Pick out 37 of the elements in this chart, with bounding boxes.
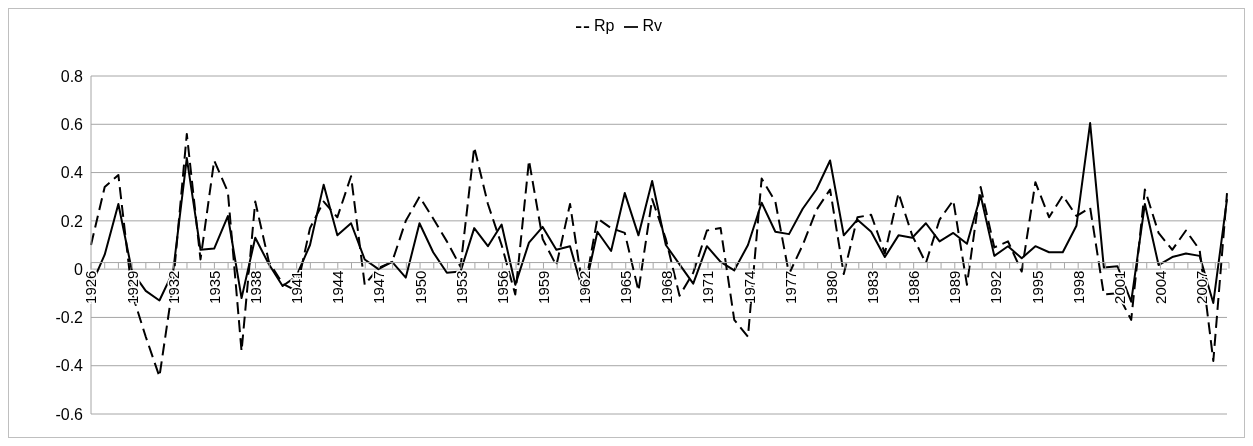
legend-label: Rp (593, 17, 615, 34)
y-tick-label: 0.8 (60, 67, 84, 85)
x-tick-label: 1992 (987, 270, 1005, 304)
x-tick-label: 1944 (329, 270, 347, 304)
x-tick-label: 1956 (493, 270, 511, 304)
x-tick-label: 1926 (82, 270, 100, 304)
x-tick-label: 1962 (576, 270, 594, 304)
x-tick-label: 1941 (288, 270, 306, 304)
x-tick-label: 1971 (699, 270, 717, 304)
x-tick-label: 2007 (1193, 270, 1211, 304)
x-tick-label: 1980 (822, 270, 840, 304)
x-tick-label: 1986 (905, 270, 923, 304)
x-tick-label: 1968 (658, 270, 676, 304)
x-tick-label: 1995 (1028, 270, 1046, 304)
y-tick-label: -0.4 (55, 357, 84, 375)
x-tick-label: 1935 (205, 270, 223, 304)
y-tick-label: 0.6 (60, 115, 84, 133)
legend-label: Rv (642, 17, 662, 34)
x-tick-label: 2001 (1110, 270, 1128, 304)
x-tick-label: 1950 (411, 270, 429, 304)
y-tick-label: 0 (74, 260, 84, 278)
x-tick-label: 1983 (864, 270, 882, 304)
y-tick-label: 0.2 (60, 212, 84, 230)
y-tick-label: 0.4 (60, 164, 84, 182)
x-tick-label: 1947 (370, 270, 388, 304)
x-tick-label: 1929 (123, 270, 141, 304)
x-tick-label: 1974 (740, 270, 758, 304)
x-tick-label: 1989 (946, 270, 964, 304)
x-tick-label: 1998 (1069, 270, 1087, 304)
x-tick-label: 2004 (1151, 270, 1169, 304)
x-tick-label: 1953 (452, 270, 470, 304)
x-tick-label: 1959 (534, 270, 552, 304)
x-tick-label: 1977 (781, 270, 799, 304)
x-tick-label: 1938 (247, 270, 265, 304)
y-tick-label: -0.6 (55, 405, 84, 423)
x-tick-label: 1965 (617, 270, 635, 304)
y-tick-label: -0.2 (55, 309, 84, 327)
